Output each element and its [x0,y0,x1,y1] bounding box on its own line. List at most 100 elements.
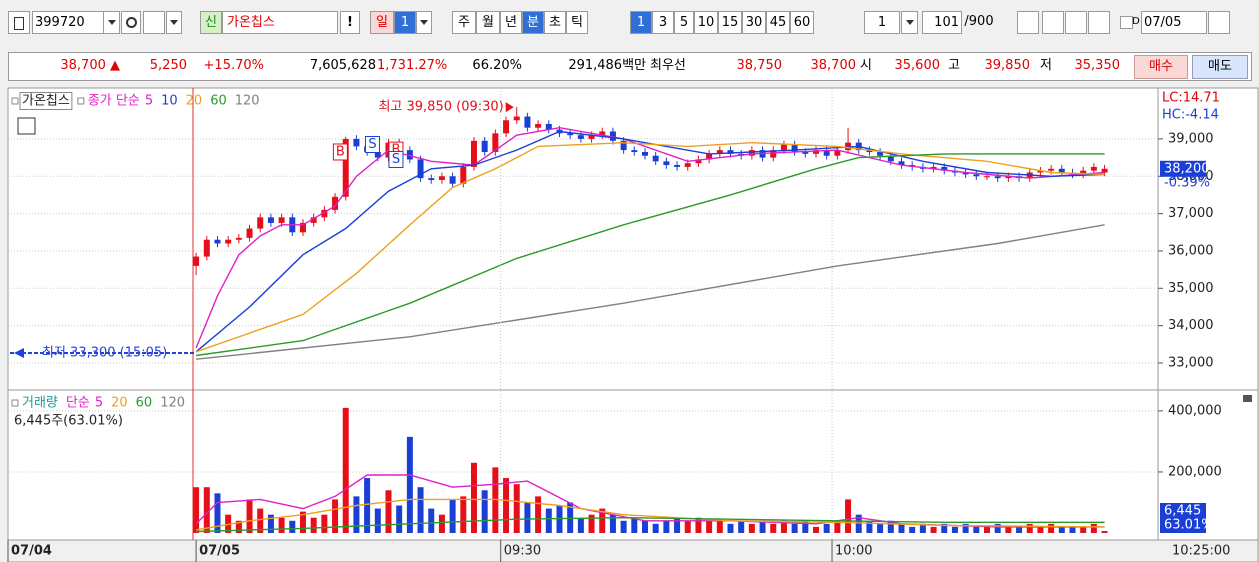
code-input[interactable]: 399720 [32,11,104,34]
volume-bar [299,511,306,533]
week-button[interactable]: 주 [452,11,476,34]
candle-body [684,163,691,167]
volume-bar [983,526,990,533]
volume-bar [1026,523,1033,533]
interval-button[interactable]: 60 [790,11,814,34]
candle-body [332,196,339,210]
candle-body [535,123,542,128]
price: 38,700 ▲ [60,58,120,73]
candle-body [203,239,210,257]
candle-body [257,217,264,229]
interval-button[interactable]: 30 [742,11,766,34]
volume-bar [962,523,969,533]
volume-bar [823,523,830,533]
dropdown[interactable] [166,11,182,34]
volume-bar [802,520,809,533]
shown-input[interactable]: 101 [922,11,962,34]
volume-bar [1069,526,1076,533]
year-button[interactable]: 년 [500,11,522,34]
candle-body [567,133,574,136]
volume-bar [310,517,317,533]
low: 35,350 [1074,58,1121,73]
title-box [19,92,73,110]
menu-icon[interactable] [8,11,30,34]
calendar-icon[interactable] [1208,11,1230,34]
interval-button[interactable]: 5 [674,11,694,34]
sell-button[interactable]: 매도 [1192,55,1248,79]
candle-body [460,166,467,184]
high-arrow [505,102,514,113]
dropdown[interactable] [416,11,432,34]
volume-bar [887,520,894,533]
volume-bar [738,520,745,533]
volume-bar [374,508,381,533]
settings-icon[interactable] [1088,11,1110,34]
chart-title: 거래량 [22,396,58,411]
sound-button[interactable] [143,11,165,34]
plot-area [7,87,1159,541]
tool-icon[interactable] [1017,11,1039,34]
legend-square [11,97,19,105]
panel-icon[interactable] [1243,395,1252,402]
dropdown[interactable] [103,11,120,34]
interval-button[interactable]: 45 [766,11,790,34]
tick-button[interactable]: 틱 [566,11,588,34]
candle-body [983,176,990,178]
volume-bar [470,462,477,533]
day-button[interactable]: 일 [370,11,394,34]
candle-body [577,135,584,139]
candle-body [727,150,734,154]
chart-title: 가온칩스 [22,94,70,109]
name-field[interactable]: 가온칩스 [222,11,338,34]
month-button[interactable]: 월 [476,11,500,34]
bid: 38,700 [810,58,857,73]
candle-body [1058,168,1065,173]
volume-bar [845,499,852,533]
volume-bar [951,526,958,533]
volume-bar [695,517,702,533]
count-input[interactable]: 1 [864,11,900,34]
last-ratio-label: 63.01% [1164,518,1214,533]
volume-bar [460,496,467,533]
buy-button[interactable]: 매수 [1134,55,1188,79]
candle-body [706,153,713,160]
volume-bar [332,499,339,533]
interval-button[interactable]: 15 [718,11,742,34]
hc-label: HC:-4.14 [1162,108,1219,123]
badge: 신 [200,11,222,34]
volume-bar [599,508,606,533]
volume-bar [438,514,445,533]
legend-entry: 10 [161,94,178,109]
candle-body [406,150,413,160]
candle-body [1080,170,1087,175]
signal-box [364,136,380,154]
volume-bar [855,514,862,533]
day-count[interactable]: 1 [394,11,416,34]
interval-button[interactable]: 10 [694,11,718,34]
candle-body [278,217,285,223]
legend-entry: 60 [210,94,227,109]
minute-button[interactable]: 분 [522,11,544,34]
candle-body [1090,166,1097,171]
candle-body [513,116,520,121]
volume-bar [364,478,371,533]
search-button[interactable] [121,11,141,34]
save-icon[interactable] [1065,11,1087,34]
dropdown[interactable] [901,11,918,34]
tool-icon[interactable] [1042,11,1064,34]
interval-button[interactable]: 1 [630,11,652,34]
x-tick-label: 10:00 [835,544,872,559]
date-input[interactable]: 07/05 [1141,11,1207,34]
table-icon[interactable] [17,117,36,135]
x-axis [7,539,1259,562]
interval-button[interactable]: 3 [652,11,674,34]
volume-bar [503,478,510,533]
volume-bar [577,517,584,533]
volume-bar [1005,526,1012,533]
alert-button[interactable]: ! [340,11,360,34]
legend-entry: 5 [95,396,103,411]
second-button[interactable]: 초 [544,11,566,34]
candle-body [631,150,638,152]
checkbox[interactable] [1120,16,1133,29]
